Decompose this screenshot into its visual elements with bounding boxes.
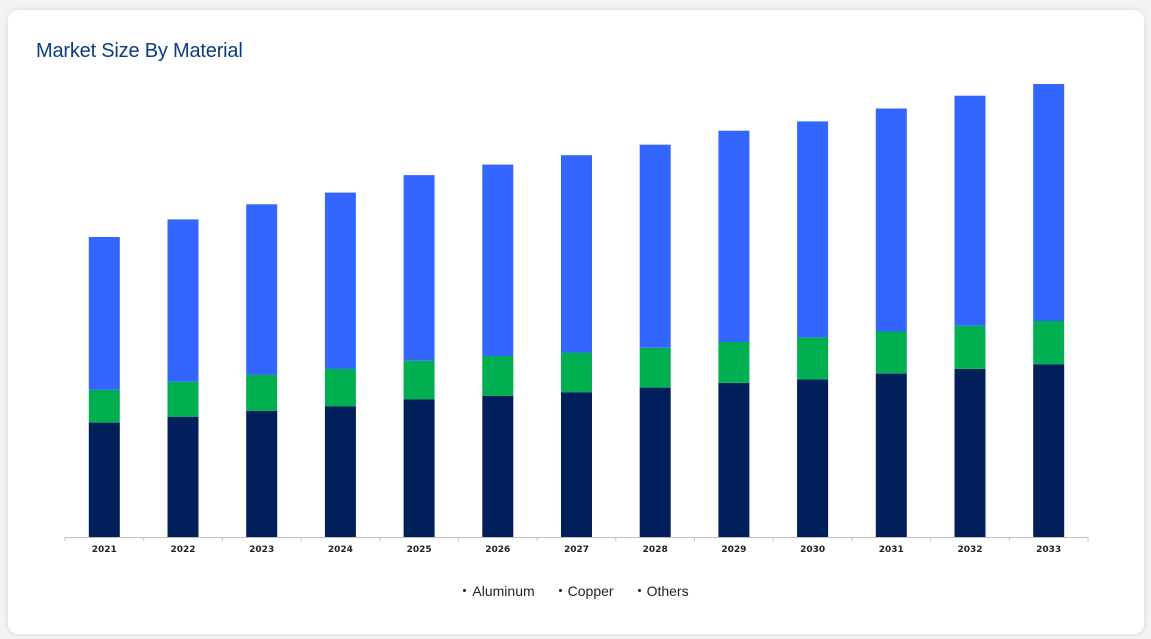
- x-tick-label: 2021: [92, 545, 117, 555]
- x-tick-label: 2031: [879, 545, 904, 555]
- legend-label: Copper: [567, 583, 614, 599]
- x-tick-label: 2023: [249, 545, 274, 555]
- x-tick-label: 2024: [328, 545, 353, 555]
- bar-copper-2021: [88, 389, 120, 423]
- bar-copper-2023: [246, 374, 278, 411]
- bar-copper-2033: [1033, 321, 1065, 365]
- bar-aluminum-2025: [403, 399, 435, 537]
- bar-others-2026: [482, 164, 514, 357]
- bar-aluminum-2024: [324, 406, 356, 537]
- bar-others-2027: [561, 155, 592, 353]
- bar-others-2024: [324, 192, 356, 369]
- stacked-bar-chart: 2021 2022 2023 2024 2025 2026 2027 2028 2029 2030…: [64, 84, 1089, 555]
- chart-legend: Aluminum Copper Others: [8, 583, 1144, 599]
- bar-copper-2027: [561, 352, 592, 393]
- bar-copper-2029: [718, 342, 750, 383]
- bar-aluminum-2031: [875, 373, 907, 537]
- bar-aluminum-2023: [246, 410, 278, 537]
- bar-copper-2025: [403, 360, 435, 400]
- bar-aluminum-2026: [482, 395, 514, 537]
- legend-item-others: Others: [637, 583, 689, 599]
- bar-aluminum-2030: [797, 379, 829, 537]
- bar-others-2028: [639, 144, 671, 348]
- x-tick-label: 2029: [721, 545, 746, 555]
- bar-aluminum-2033: [1033, 364, 1065, 537]
- bar-others-2033: [1033, 84, 1065, 321]
- bar-aluminum-2022: [167, 416, 199, 537]
- legend-bullet-icon: [637, 588, 641, 592]
- bar-others-2031: [875, 108, 907, 332]
- legend-item-aluminum: Aluminum: [463, 583, 535, 599]
- bar-others-2032: [954, 95, 986, 326]
- x-tick-label: 2022: [170, 545, 195, 555]
- x-tick-label: 2025: [407, 545, 432, 555]
- legend-item-copper: Copper: [558, 583, 614, 599]
- bar-copper-2024: [324, 368, 356, 407]
- x-tick-label: 2028: [643, 545, 668, 555]
- bar-copper-2026: [482, 356, 514, 396]
- x-tick-label: 2026: [485, 545, 510, 555]
- bar-copper-2028: [639, 347, 671, 388]
- bar-aluminum-2028: [639, 387, 671, 537]
- bar-copper-2031: [875, 331, 907, 374]
- bar-copper-2030: [797, 337, 829, 380]
- x-tick-label: 2030: [800, 545, 825, 555]
- bar-copper-2022: [167, 381, 199, 417]
- chart-card: Market Size By Material 2021 2022 2023 2024…: [8, 10, 1144, 634]
- bar-aluminum-2021: [88, 422, 120, 537]
- bar-others-2021: [88, 237, 120, 390]
- x-tick-label: 2027: [564, 545, 589, 555]
- x-tick-label: 2032: [957, 545, 982, 555]
- bar-aluminum-2029: [718, 382, 750, 537]
- bar-others-2030: [797, 121, 829, 338]
- bar-others-2023: [246, 204, 278, 375]
- bar-aluminum-2027: [561, 392, 592, 537]
- chart-title: Market Size By Material: [36, 40, 243, 62]
- bar-others-2025: [403, 175, 435, 361]
- bar-copper-2032: [954, 325, 986, 369]
- bar-others-2022: [167, 219, 199, 382]
- bar-aluminum-2032: [954, 368, 986, 537]
- legend-label: Aluminum: [472, 583, 535, 599]
- legend-label: Others: [646, 583, 689, 599]
- legend-bullet-icon: [558, 588, 562, 592]
- legend-bullet-icon: [463, 588, 467, 592]
- bar-others-2029: [718, 130, 750, 342]
- x-tick-label: 2033: [1036, 545, 1061, 555]
